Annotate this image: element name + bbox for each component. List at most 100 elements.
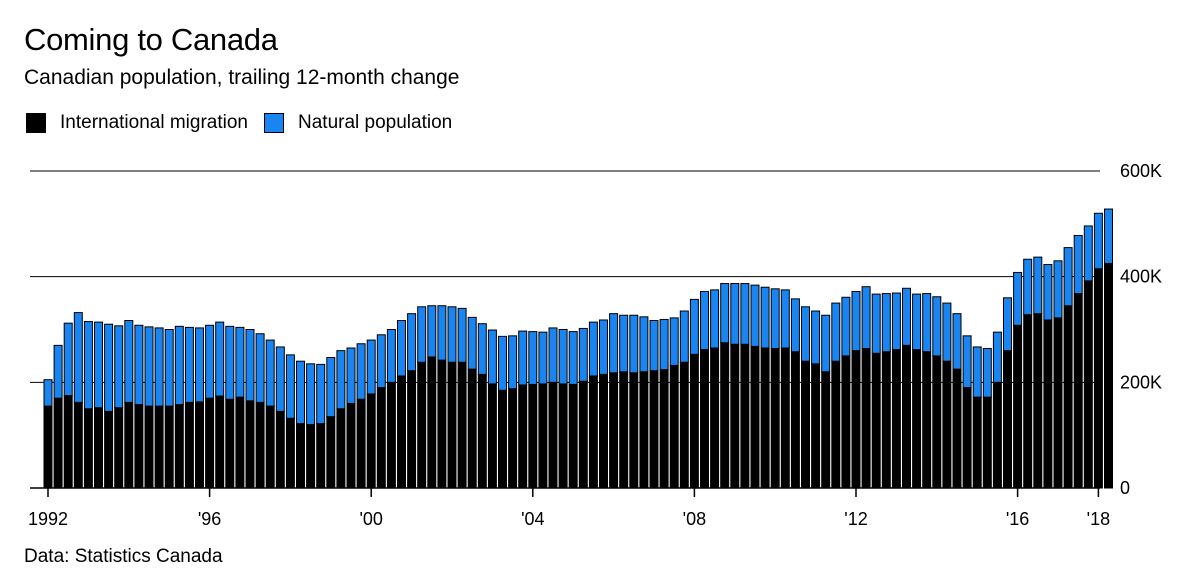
bar-natural-population (942, 302, 952, 362)
bar-international-migration (94, 407, 103, 489)
bar-international-migration (558, 383, 568, 489)
bar-natural-population (306, 363, 316, 426)
bar-natural-population (841, 296, 851, 357)
y-tick-label: 600K (1120, 161, 1162, 181)
bar-natural-population (386, 329, 396, 383)
bar-natural-population (1013, 271, 1023, 326)
bar-international-migration (588, 375, 598, 489)
bar-international-migration (326, 416, 336, 489)
bar-international-migration (316, 423, 326, 489)
bar-international-migration (689, 353, 699, 489)
bar-natural-population (881, 293, 891, 353)
bar-international-migration (669, 364, 679, 489)
bar-international-migration (760, 347, 770, 489)
bar-international-migration (881, 351, 891, 489)
bar-international-migration (609, 372, 619, 489)
bar-international-migration (700, 349, 709, 489)
x-tick-label: '16 (1006, 509, 1029, 529)
bar-natural-population (700, 290, 709, 351)
bar-natural-population (457, 307, 467, 363)
bar-natural-population (982, 348, 992, 398)
bar-international-migration (922, 351, 932, 489)
x-tick-label: '08 (683, 509, 706, 529)
bar-natural-population (972, 346, 982, 398)
bar-natural-population (356, 343, 366, 400)
bar-natural-population (871, 293, 881, 354)
bar-international-migration (1083, 280, 1093, 489)
bar-international-migration (265, 405, 275, 489)
bar-natural-population (578, 327, 588, 382)
bar-international-migration (578, 380, 588, 489)
bar-international-migration (871, 352, 881, 489)
bar-international-migration (407, 370, 417, 489)
bar-natural-population (1043, 264, 1053, 321)
bar-international-migration (710, 347, 720, 489)
bar-natural-population (760, 286, 770, 349)
bar-international-migration (1093, 268, 1103, 489)
bar-natural-population (922, 293, 932, 353)
bar-international-migration (275, 410, 285, 489)
bar-international-migration (851, 350, 861, 489)
bar-natural-population (992, 331, 1002, 383)
bar-international-migration (467, 368, 477, 489)
bar-international-migration (599, 373, 608, 489)
bar-international-migration (720, 342, 730, 489)
bar-international-migration (972, 396, 982, 489)
bar-international-migration (1104, 262, 1113, 489)
bar-natural-population (902, 287, 911, 346)
bar-international-migration (235, 396, 245, 489)
bar-international-migration (114, 407, 124, 489)
bar-international-migration (740, 343, 750, 489)
bar-natural-population (528, 331, 538, 385)
x-tick-label: '04 (521, 509, 544, 529)
bar-international-migration (154, 405, 164, 489)
bar-natural-population (649, 320, 659, 372)
bar-international-migration (366, 393, 376, 489)
bar-international-migration (427, 356, 437, 489)
bar-natural-population (63, 322, 73, 397)
bar-natural-population (861, 286, 871, 350)
chart-title: Coming to Canada (24, 22, 278, 57)
bar-international-migration (528, 383, 538, 489)
bar-international-migration (992, 381, 1002, 489)
bar-international-migration (619, 371, 629, 489)
bar-international-migration (386, 381, 396, 489)
x-tick-label: '96 (198, 509, 221, 529)
bar-natural-population (1104, 208, 1113, 264)
bar-international-migration (447, 361, 457, 489)
bar-international-migration (811, 363, 821, 489)
bar-natural-population (43, 379, 53, 407)
bar-international-migration (195, 401, 204, 489)
bar-natural-population (184, 326, 194, 403)
bar-natural-population (255, 333, 265, 403)
bar-natural-population (326, 357, 336, 418)
x-tick-label: '00 (359, 509, 382, 529)
bar-international-migration (63, 395, 73, 489)
bar-natural-population (710, 289, 720, 349)
bar-natural-population (1053, 260, 1063, 319)
bar-international-migration (982, 396, 992, 489)
bar-natural-population (174, 325, 184, 406)
bar-international-migration (53, 397, 63, 489)
bar-natural-population (689, 298, 699, 355)
bar-international-migration (417, 361, 427, 489)
legend-label-natural-population: Natural population (298, 112, 453, 133)
bar-international-migration (790, 351, 800, 489)
bar-international-migration (679, 361, 689, 489)
bar-natural-population (518, 330, 528, 386)
bar-international-migration (649, 370, 659, 489)
bar-international-migration (306, 424, 316, 489)
bar-natural-population (366, 339, 376, 395)
bar-natural-population (144, 326, 154, 407)
bar-international-migration (83, 408, 93, 489)
bar-natural-population (316, 363, 326, 425)
bar-international-migration (629, 372, 639, 489)
bar-natural-population (821, 314, 831, 373)
legend-label-international-migration: International migration (60, 112, 248, 133)
bar-international-migration (346, 402, 356, 489)
bar-international-migration (477, 373, 487, 489)
bar-natural-population (730, 283, 740, 345)
bar-natural-population (275, 346, 285, 412)
bar-natural-population (659, 318, 669, 371)
bar-natural-population (477, 323, 487, 375)
